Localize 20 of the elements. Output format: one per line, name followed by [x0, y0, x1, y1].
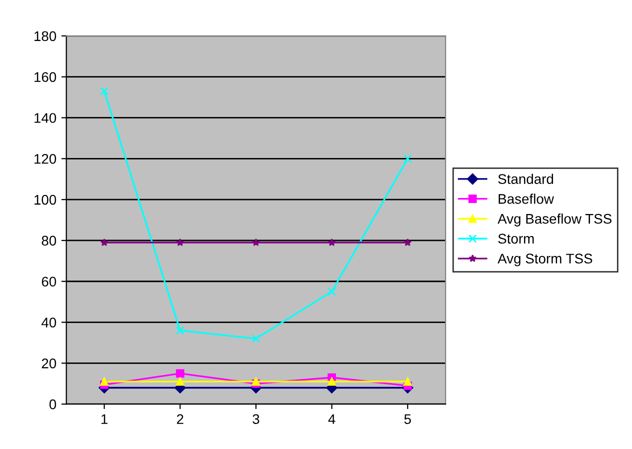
- y-tick-label: 180: [34, 31, 56, 42]
- y-tick-label: 40: [42, 318, 56, 328]
- legend-label: Avg Baseflow TSS: [498, 214, 612, 226]
- y-tick-label: 140: [34, 113, 56, 123]
- x-tick-label: 2: [176, 414, 184, 424]
- y-tick-label: 60: [42, 276, 56, 287]
- y-tick-label: 80: [42, 236, 56, 246]
- legend-label: Avg Storm TSS: [498, 254, 592, 266]
- x-tick-label: 4: [328, 414, 336, 424]
- x-tick-label: 1: [101, 414, 108, 424]
- x-tick-label: 3: [252, 414, 260, 424]
- y-tick-label: 160: [34, 72, 56, 82]
- y-tick-label: 120: [34, 154, 56, 164]
- x-tick-label: 5: [404, 414, 411, 424]
- legend-label: Standard: [498, 174, 554, 184]
- legend-label: Storm: [498, 234, 534, 244]
- y-tick-label: 0: [49, 399, 56, 410]
- legend-label: Baseflow: [498, 194, 554, 204]
- y-tick-label: 100: [34, 194, 56, 205]
- y-tick-label: 20: [42, 358, 56, 368]
